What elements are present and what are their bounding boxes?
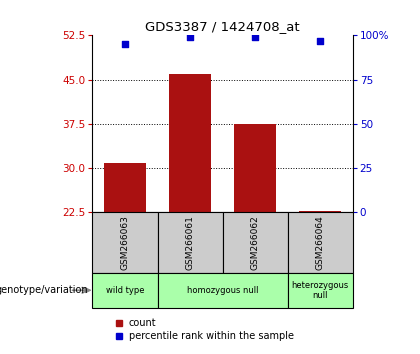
Bar — [288, 212, 353, 273]
Text: GSM266063: GSM266063 — [121, 215, 129, 270]
Bar — [299, 211, 341, 212]
Text: heterozygous
null: heterozygous null — [291, 281, 349, 300]
Bar — [223, 212, 288, 273]
Bar — [92, 212, 158, 273]
Bar — [169, 74, 211, 212]
Text: GSM266061: GSM266061 — [186, 215, 194, 270]
Text: GSM266062: GSM266062 — [251, 215, 260, 270]
Text: genotype/variation: genotype/variation — [0, 285, 88, 295]
Bar — [92, 273, 158, 308]
Text: homozygous null: homozygous null — [187, 286, 258, 295]
Point — [317, 38, 324, 44]
Legend: count, percentile rank within the sample: count, percentile rank within the sample — [110, 314, 298, 345]
Point — [122, 41, 129, 47]
Point — [187, 34, 194, 40]
Bar — [158, 273, 288, 308]
Text: wild type: wild type — [106, 286, 144, 295]
Bar — [288, 273, 353, 308]
Bar — [104, 164, 146, 212]
Bar — [158, 212, 223, 273]
Point — [252, 34, 259, 40]
Text: GSM266064: GSM266064 — [316, 215, 325, 270]
Title: GDS3387 / 1424708_at: GDS3387 / 1424708_at — [145, 20, 300, 33]
Bar — [234, 124, 276, 212]
